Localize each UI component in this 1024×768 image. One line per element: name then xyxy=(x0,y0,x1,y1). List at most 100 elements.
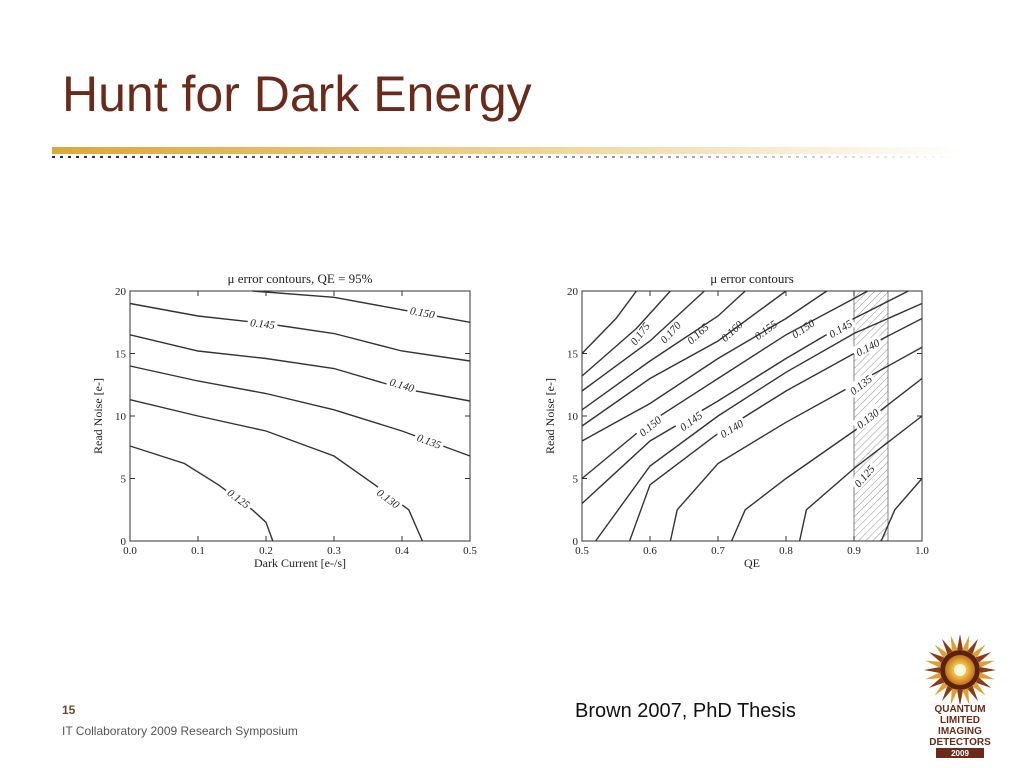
contour-label-group: 0.140 xyxy=(385,373,419,396)
logo-text-line: IMAGING xyxy=(938,726,982,737)
logo-ray xyxy=(972,644,986,658)
contour-label-group: 0.130 xyxy=(372,483,405,513)
contour-line xyxy=(129,399,424,542)
logo-ray xyxy=(957,690,963,706)
y-tick-label: 0 xyxy=(573,536,579,548)
y-tick-label: 20 xyxy=(567,286,579,298)
contour-label-bg xyxy=(823,314,857,342)
contour-label: 0.140 xyxy=(388,377,416,396)
contour-line xyxy=(581,290,787,427)
x-tick-label: 0.3 xyxy=(327,545,341,557)
contour-chart-qe-svg: μ error contours 0.5 0.6 0.7 0.8 0.9 1.0 0 5 10 15… xyxy=(543,271,929,570)
x-axis-label: Dark Current [e-/s] xyxy=(254,556,346,570)
contour-chart-dark-current-svg: μ error contours, QE = 95% 0.0 0.1 0.2 0.3 0.… xyxy=(91,271,477,570)
contour-label-bg xyxy=(715,414,748,442)
logo-ray xyxy=(925,672,942,680)
contour-label-group: 0.145 xyxy=(823,314,857,342)
logo-ray xyxy=(934,644,948,658)
logo-ray xyxy=(978,672,995,680)
contour-line xyxy=(581,290,705,392)
x-tick-label: 0.1 xyxy=(191,545,205,557)
contour-label-bg xyxy=(247,314,279,332)
y-tick-label: 10 xyxy=(567,411,579,423)
citation: Brown 2007, PhD Thesis xyxy=(575,700,796,722)
contour-label: 0.150 xyxy=(409,305,436,321)
logo-ray xyxy=(942,685,953,702)
y-tick-label: 10 xyxy=(115,411,127,423)
logo-ray xyxy=(980,667,996,673)
contour-line xyxy=(730,377,923,542)
slide-title: Hunt for Dark Energy xyxy=(62,66,532,122)
logo-ray xyxy=(950,688,958,705)
contour-line xyxy=(129,445,274,542)
contour-line xyxy=(880,478,923,542)
logo-ray xyxy=(972,682,986,696)
slide-number: 15 xyxy=(62,703,76,717)
logo-ray xyxy=(924,667,940,673)
contour-line xyxy=(129,365,471,457)
x-tick-label: 0.0 xyxy=(123,545,137,557)
x-tick-label: 0.5 xyxy=(463,545,477,557)
x-tick-label: 0.9 xyxy=(847,545,861,557)
contour-label-bg xyxy=(749,315,782,344)
y-tick-label: 5 xyxy=(573,474,579,486)
x-tick-label: 0.6 xyxy=(643,545,657,557)
contour-line xyxy=(581,290,828,442)
logo-ray xyxy=(975,677,992,688)
contour-chart-dark-current: μ error contours, QE = 95% 0.0 0.1 0.2 0.3 0.… xyxy=(88,265,488,575)
y-tick-label: 0 xyxy=(121,536,127,548)
chart-title: μ error contours xyxy=(710,271,794,286)
logo-ray xyxy=(942,638,953,655)
contour-line xyxy=(581,290,868,480)
contour-line xyxy=(252,290,471,323)
contour-label-group: 0.135 xyxy=(413,429,446,452)
contour-label-group: 0.150 xyxy=(786,314,819,342)
quantum-limited-imaging-detectors-logo: QUANTUM LIMITED IMAGING DETECTORS 2009 xyxy=(920,630,1000,760)
contour-line xyxy=(581,290,671,377)
contour-label-bg xyxy=(633,411,666,441)
contour-label-bg xyxy=(223,483,256,513)
logo-ray xyxy=(928,652,945,663)
x-tick-label: 0.5 xyxy=(575,545,589,557)
x-tick-label: 0.7 xyxy=(711,545,725,557)
logo-ray xyxy=(950,635,958,652)
contour-line xyxy=(129,334,471,402)
x-axis-label: QE xyxy=(744,556,760,570)
logo-text-line: DETECTORS xyxy=(929,737,991,748)
y-tick-label: 20 xyxy=(115,286,127,298)
x-tick-label: 1.0 xyxy=(915,545,929,557)
contour-label-bg xyxy=(851,334,884,360)
logo-ray xyxy=(975,652,992,663)
contour-label-group: 0.150 xyxy=(406,302,439,322)
y-tick-label: 5 xyxy=(121,474,127,486)
x-tick-label: 0.2 xyxy=(259,545,273,557)
contour-line xyxy=(581,290,909,505)
contour-label-bg xyxy=(655,316,685,348)
x-tick-label: 0.4 xyxy=(395,545,409,557)
contour-label-group: 0.145 xyxy=(247,314,279,332)
logo-ray xyxy=(925,660,942,668)
y-axis-label: Read Noise [e-] xyxy=(91,378,105,454)
contour-line xyxy=(581,290,637,354)
logo-ray xyxy=(934,682,948,696)
contour-label-bg xyxy=(849,460,879,492)
logo-ray xyxy=(957,634,963,650)
logo-ray xyxy=(967,685,978,702)
contour-label: 0.145 xyxy=(250,317,276,332)
contour-label-bg xyxy=(625,317,654,350)
logo-year-bg xyxy=(936,748,984,758)
logo-ray xyxy=(978,660,995,668)
contour-label-bg xyxy=(406,302,439,321)
contour-label-group: 0.140 xyxy=(715,414,748,442)
chart-title: μ error contours, QE = 95% xyxy=(228,271,373,286)
contour-label-bg xyxy=(674,406,707,435)
contour-label: 0.135 xyxy=(415,432,443,452)
logo-ray xyxy=(967,638,978,655)
x-tick-label: 0.8 xyxy=(779,545,793,557)
y-tick-label: 15 xyxy=(567,349,579,361)
contour-line xyxy=(798,415,923,542)
logo-text-line: QUANTUM xyxy=(934,704,985,715)
contour-label-bg xyxy=(844,370,877,399)
contour-line xyxy=(129,302,471,362)
